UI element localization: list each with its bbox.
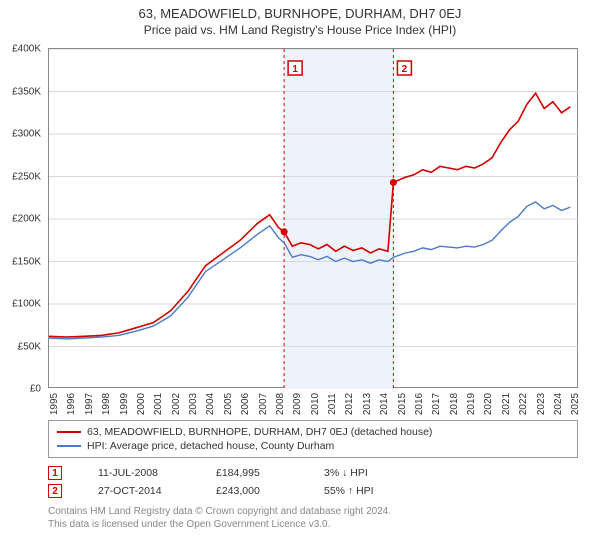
chart-title: 63, MEADOWFIELD, BURNHOPE, DURHAM, DH7 0… xyxy=(0,0,600,23)
x-axis-tick-label: 2010 xyxy=(310,393,321,415)
y-axis-tick-label: £250K xyxy=(12,171,41,182)
x-axis-tick-label: 2020 xyxy=(483,393,494,415)
x-axis-tick-label: 2002 xyxy=(171,393,182,415)
x-axis-tick-label: 2014 xyxy=(379,393,390,415)
x-axis-tick-label: 2006 xyxy=(240,393,251,415)
legend-swatch xyxy=(57,431,81,433)
legend-swatch xyxy=(57,445,81,447)
x-axis-tick-label: 2011 xyxy=(327,393,338,415)
x-axis-tick-label: 2021 xyxy=(501,393,512,415)
x-axis-tick-label: 2018 xyxy=(449,393,460,415)
y-axis-tick-label: £400K xyxy=(12,44,41,55)
x-axis-tick-label: 2015 xyxy=(397,393,408,415)
y-axis-tick-label: £200K xyxy=(12,214,41,225)
x-axis-tick-label: 2017 xyxy=(431,393,442,415)
copyright-line: Contains HM Land Registry data © Crown c… xyxy=(48,506,578,519)
sale-price: £243,000 xyxy=(216,485,296,497)
x-axis-tick-label: 2003 xyxy=(188,393,199,415)
y-axis-tick-label: £350K xyxy=(12,86,41,97)
chart-svg: 12 xyxy=(49,49,579,389)
x-axis-tick-label: 2013 xyxy=(362,393,373,415)
x-axis-tick-label: 2001 xyxy=(153,393,164,415)
x-axis-tick-label: 2023 xyxy=(536,393,547,415)
sale-row: 1 11-JUL-2008 £184,995 3% ↓ HPI xyxy=(48,464,578,482)
y-axis-tick-label: £150K xyxy=(12,256,41,267)
sale-marker-icon: 2 xyxy=(48,484,62,498)
sale-delta: 3% ↓ HPI xyxy=(324,467,368,479)
x-axis-tick-label: 2000 xyxy=(136,393,147,415)
chart-container: 63, MEADOWFIELD, BURNHOPE, DURHAM, DH7 0… xyxy=(0,0,600,560)
x-axis-tick-label: 2007 xyxy=(258,393,269,415)
sale-date: 11-JUL-2008 xyxy=(98,467,188,479)
x-axis-tick-label: 1996 xyxy=(66,393,77,415)
legend-box: 63, MEADOWFIELD, BURNHOPE, DURHAM, DH7 0… xyxy=(48,420,578,458)
sale-delta: 55% ↑ HPI xyxy=(324,485,374,497)
legend-item: 63, MEADOWFIELD, BURNHOPE, DURHAM, DH7 0… xyxy=(57,425,569,439)
y-axis-tick-label: £0 xyxy=(30,384,41,395)
legend-item: HPI: Average price, detached house, Coun… xyxy=(57,439,569,453)
x-axis-tick-label: 2016 xyxy=(414,393,425,415)
x-axis-tick-label: 2009 xyxy=(292,393,303,415)
svg-text:1: 1 xyxy=(292,64,298,75)
x-axis-tick-label: 1998 xyxy=(101,393,112,415)
svg-text:2: 2 xyxy=(402,64,408,75)
y-axis-tick-label: £100K xyxy=(12,299,41,310)
x-axis-tick-label: 2019 xyxy=(466,393,477,415)
sale-date: 27-OCT-2014 xyxy=(98,485,188,497)
y-axis-tick-label: £50K xyxy=(18,341,41,352)
sale-marker-icon: 1 xyxy=(48,466,62,480)
x-axis-tick-label: 2005 xyxy=(223,393,234,415)
x-axis-tick-label: 1999 xyxy=(119,393,130,415)
x-axis-tick-label: 2025 xyxy=(570,393,581,415)
x-axis-tick-label: 1995 xyxy=(49,393,60,415)
x-axis-tick-label: 2024 xyxy=(553,393,564,415)
x-axis-tick-label: 2004 xyxy=(205,393,216,415)
chart-footer: 63, MEADOWFIELD, BURNHOPE, DURHAM, DH7 0… xyxy=(48,420,578,531)
sale-price: £184,995 xyxy=(216,467,296,479)
legend-label: 63, MEADOWFIELD, BURNHOPE, DURHAM, DH7 0… xyxy=(87,426,432,438)
x-axis-tick-label: 2012 xyxy=(344,393,355,415)
legend-label: HPI: Average price, detached house, Coun… xyxy=(87,440,334,452)
chart-plot-area: 12 £0£50K£100K£150K£200K£250K£300K£350K£… xyxy=(48,48,578,388)
x-axis-tick-label: 2022 xyxy=(518,393,529,415)
copyright: Contains HM Land Registry data © Crown c… xyxy=(48,506,578,531)
y-axis-tick-label: £300K xyxy=(12,129,41,140)
copyright-line: This data is licensed under the Open Gov… xyxy=(48,519,578,532)
sale-row: 2 27-OCT-2014 £243,000 55% ↑ HPI xyxy=(48,482,578,500)
chart-subtitle: Price paid vs. HM Land Registry's House … xyxy=(0,23,600,41)
x-axis-tick-label: 1997 xyxy=(84,393,95,415)
x-axis-tick-label: 2008 xyxy=(275,393,286,415)
